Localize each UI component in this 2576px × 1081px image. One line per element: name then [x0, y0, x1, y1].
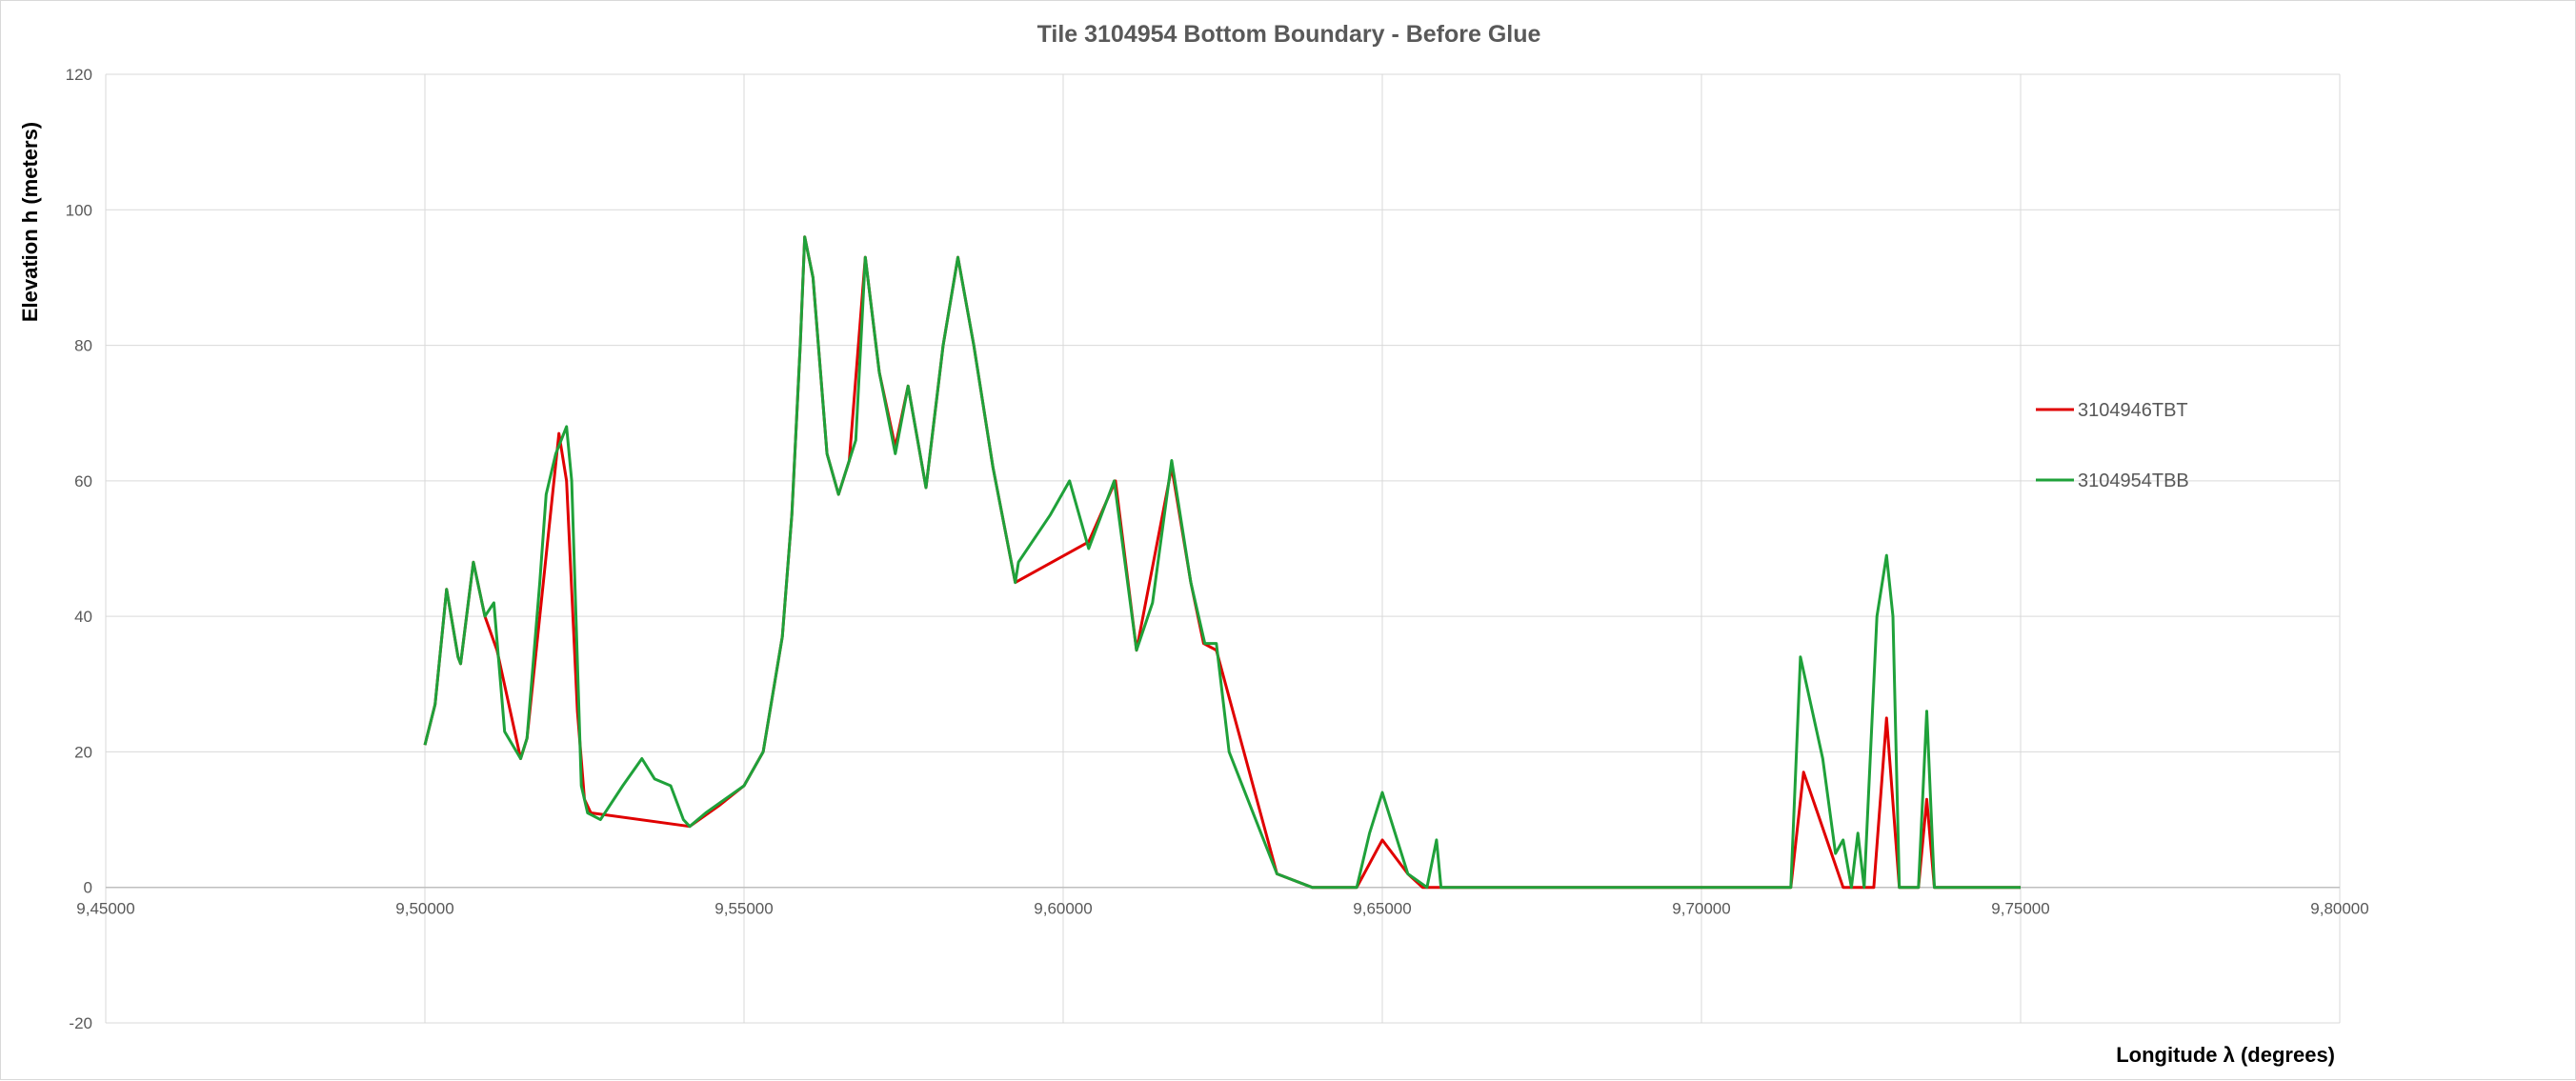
y-tick-label: 120	[66, 66, 92, 84]
y-tick-label: 20	[74, 743, 92, 761]
gridlines	[105, 73, 2341, 1024]
x-axis-title: Longitude λ (degrees)	[2116, 1043, 2335, 1067]
x-tick-label: 9,50000	[395, 900, 453, 918]
x-tick-label: 9,45000	[76, 900, 134, 918]
legend: 3104946TBT 3104954TBB	[2036, 400, 2189, 491]
y-tick-label: 100	[66, 201, 92, 219]
series-line-3104954TBB	[423, 235, 2021, 890]
y-axis-title: Elevation h (meters)	[18, 122, 42, 322]
legend-label: 3104946TBT	[2078, 400, 2188, 421]
y-tick-label: 80	[74, 337, 92, 355]
legend-label: 3104954TBB	[2078, 470, 2189, 491]
x-tick-label: 9,65000	[1353, 900, 1411, 918]
tick-labels: -20 0 20 40 60 80 100 120 9,45000 9,50000 9,55000 9…	[66, 66, 2369, 1032]
chart-title: Tile 3104954 Bottom Boundary - Before Gl…	[1037, 21, 1541, 48]
x-tick-label: 9,55000	[714, 900, 773, 918]
y-tick-label: 60	[74, 472, 92, 490]
x-tick-label: 9,80000	[2310, 900, 2368, 918]
series-line-3104946TBT	[423, 235, 2021, 890]
x-tick-label: 9,60000	[1034, 900, 1092, 918]
x-tick-label: 9,75000	[1991, 900, 2049, 918]
x-tick-label: 9,70000	[1672, 900, 1730, 918]
y-tick-label: 40	[74, 608, 92, 626]
series-lines	[423, 235, 2021, 890]
y-tick-label: 0	[84, 879, 92, 897]
y-tick-label: -20	[69, 1014, 92, 1032]
